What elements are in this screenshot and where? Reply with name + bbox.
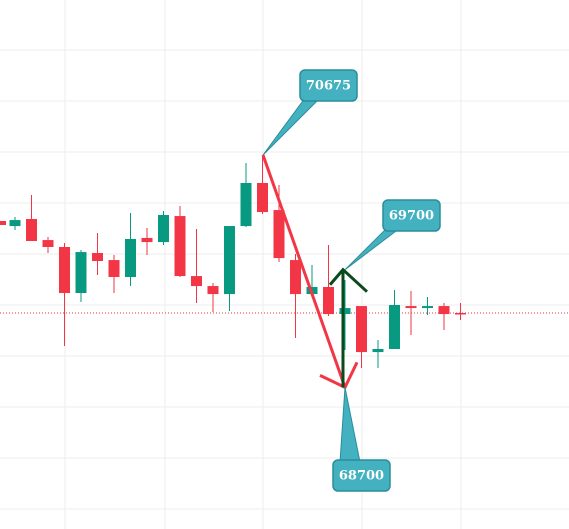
candle-body	[158, 215, 169, 243]
candle-body	[108, 260, 120, 277]
callout-label: 69700	[389, 209, 434, 224]
trend-arrow	[261, 154, 347, 388]
candle-body	[125, 239, 136, 277]
candle-body	[257, 183, 268, 213]
candle-body	[224, 226, 235, 295]
candle-body	[356, 306, 367, 353]
candle-body	[141, 237, 153, 243]
candle-body	[92, 253, 103, 261]
callout-box	[299, 69, 358, 102]
candle-body	[323, 287, 334, 315]
candle-body	[273, 210, 285, 259]
candle-body	[174, 216, 186, 277]
candle-body	[191, 276, 202, 287]
candle-body	[26, 219, 37, 241]
plot: 70675 69700 68700	[0, 69, 569, 492]
candle-body	[389, 305, 400, 349]
candle-body	[438, 306, 450, 315]
candle-body	[240, 183, 252, 227]
callout-label: 70675	[306, 79, 351, 94]
candle-body	[207, 286, 219, 295]
candle-body	[455, 313, 466, 315]
candle-body	[339, 308, 351, 315]
candle-body	[290, 260, 301, 295]
partial-candle	[0, 221, 6, 225]
callout-box	[382, 199, 441, 232]
candle-body	[9, 220, 21, 227]
candle-body	[422, 306, 433, 309]
candle-body	[405, 306, 417, 309]
callout-box	[332, 459, 391, 492]
callout-label: 68700	[339, 469, 384, 484]
candle-body	[372, 349, 384, 353]
candle-body	[59, 247, 70, 293]
candle-body	[75, 252, 87, 293]
arrow-head	[328, 267, 369, 293]
candle-body	[42, 240, 54, 247]
